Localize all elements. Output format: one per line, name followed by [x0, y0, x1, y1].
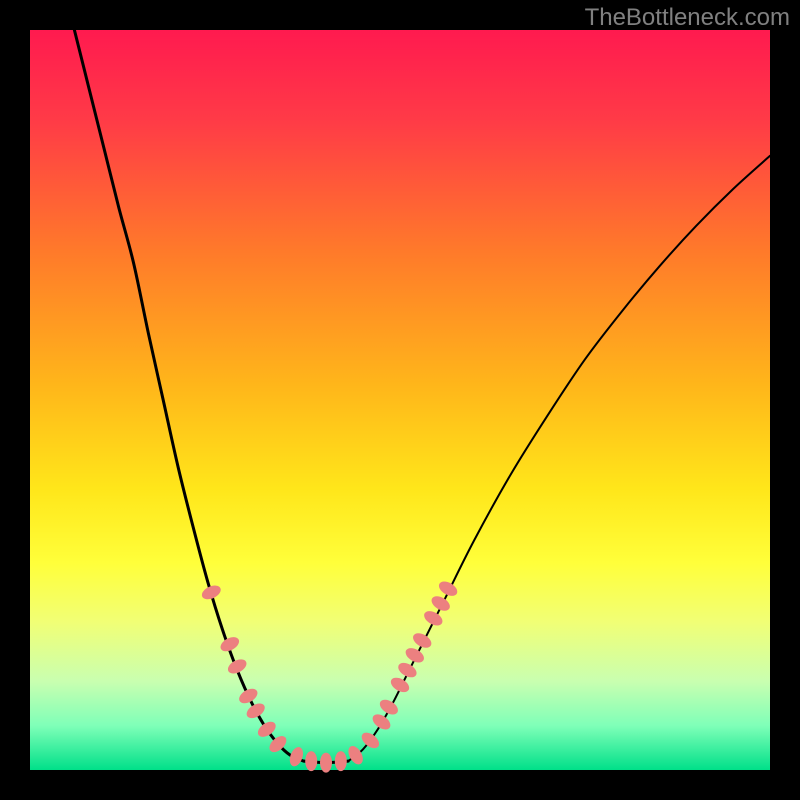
marker — [335, 751, 347, 771]
plot-background — [30, 30, 770, 770]
marker — [305, 751, 317, 771]
watermark-text: TheBottleneck.com — [585, 4, 790, 32]
bottleneck-chart — [0, 0, 800, 800]
marker — [320, 753, 332, 773]
chart-frame: TheBottleneck.com — [0, 0, 800, 800]
